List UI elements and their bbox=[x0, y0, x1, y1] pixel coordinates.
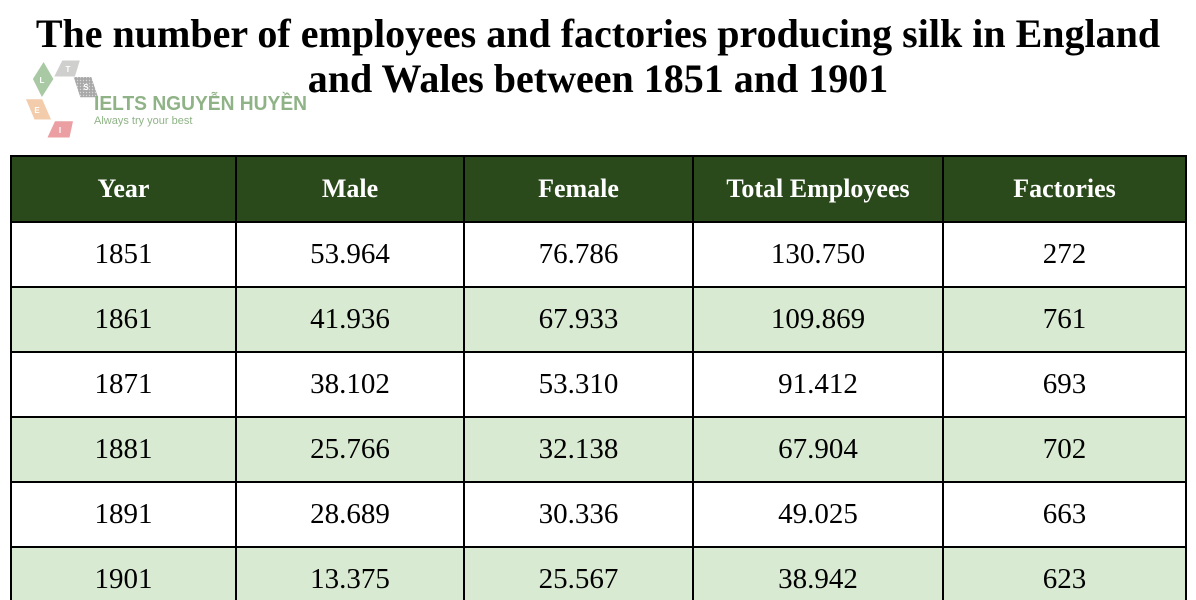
svg-text:I: I bbox=[59, 126, 61, 135]
svg-text:L: L bbox=[40, 76, 45, 85]
svg-text:Always try your best: Always try your best bbox=[94, 115, 192, 127]
svg-text:T: T bbox=[66, 65, 71, 74]
svg-text:S: S bbox=[83, 83, 89, 92]
svg-text:E: E bbox=[34, 106, 40, 115]
svg-text:IELTS NGUYỄN HUYỀN: IELTS NGUYỄN HUYỀN bbox=[94, 92, 307, 115]
